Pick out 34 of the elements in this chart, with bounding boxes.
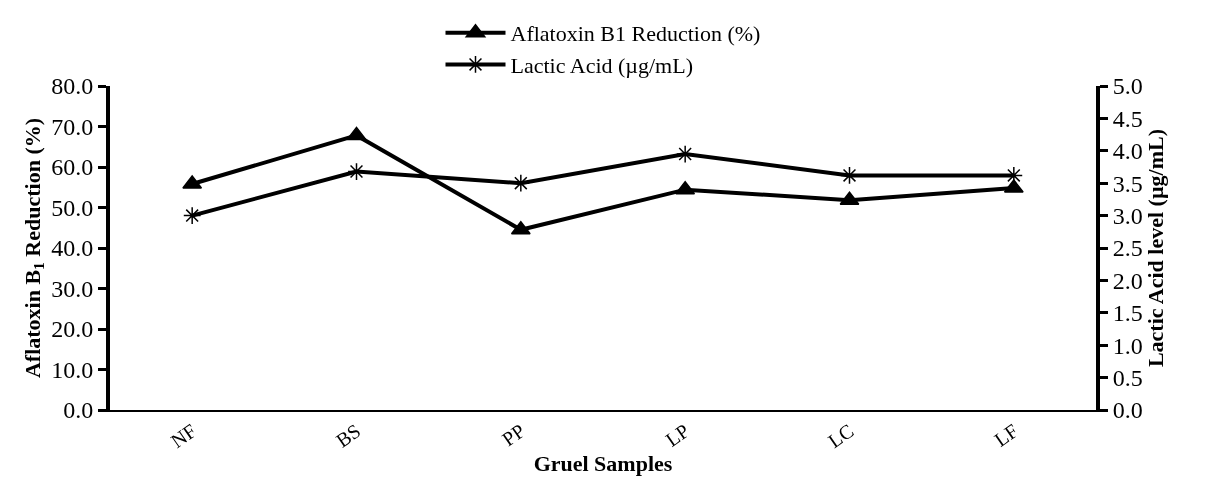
x-tick-label: LF	[990, 419, 1022, 451]
y2-tick-label: 3.0	[1112, 203, 1143, 229]
legend-label: Lactic Acid (µg/mL)	[510, 52, 693, 78]
x-tick-label: LC	[823, 419, 858, 453]
y-tick-label: 30.0	[51, 275, 94, 302]
y2-tick-label: 1.5	[1112, 300, 1143, 327]
x-tick-label: BS	[331, 419, 365, 452]
y2-tick-label: 4.5	[1112, 105, 1143, 132]
y-tick-label: 60.0	[51, 154, 94, 181]
point	[346, 126, 367, 141]
y-tick-label: 50.0	[51, 194, 94, 221]
point	[183, 206, 202, 225]
y-tick-label: 10.0	[51, 356, 94, 383]
y-tick-label: 0.0	[63, 397, 94, 424]
y2-tick-label: 4.0	[1112, 138, 1143, 165]
x-tick-label: LP	[661, 419, 694, 451]
y2-tick-label: 2.5	[1112, 235, 1143, 262]
legend-label: Aflatoxin B1 Reduction (%)	[510, 21, 761, 47]
y2-tick-label: 0.5	[1112, 365, 1143, 391]
y2-tick-label: 2.0	[1112, 267, 1143, 294]
point	[675, 180, 696, 195]
y2-tick-label: 3.5	[1112, 170, 1143, 197]
x-axis-title: Gruel Samples	[533, 450, 673, 476]
x-tick-label: NF	[166, 419, 201, 453]
y-tick-label: 70.0	[51, 113, 94, 140]
y2-tick-label: 0.0	[1112, 397, 1143, 424]
point	[676, 144, 695, 164]
y2-axis-title: Lactic Acid level (µg/mL)	[1142, 128, 1168, 368]
y-tick-label: 20.0	[51, 316, 94, 343]
y2-tick-label: 1.0	[1112, 332, 1143, 359]
y-tick-label: 80.0	[51, 73, 94, 100]
y2-tick-label: 5.0	[1112, 73, 1143, 100]
x-tick-label: PP	[498, 419, 529, 451]
y-tick-label: 40.0	[51, 235, 94, 262]
